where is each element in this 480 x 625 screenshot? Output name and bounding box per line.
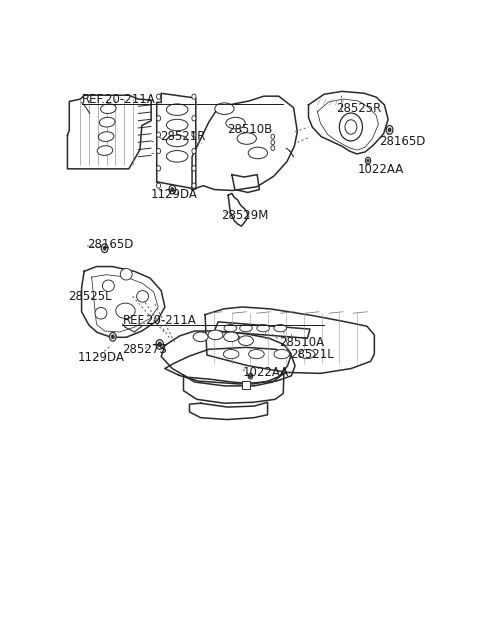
Circle shape <box>388 128 391 132</box>
Circle shape <box>271 146 275 151</box>
Circle shape <box>111 335 114 339</box>
Text: 28529M: 28529M <box>221 209 269 222</box>
Ellipse shape <box>208 330 223 340</box>
Circle shape <box>156 340 163 349</box>
Text: 28521R: 28521R <box>160 129 205 142</box>
Circle shape <box>169 185 176 194</box>
Circle shape <box>386 126 393 134</box>
Ellipse shape <box>167 119 188 131</box>
Ellipse shape <box>257 324 269 332</box>
Circle shape <box>192 148 196 154</box>
Ellipse shape <box>224 332 239 342</box>
Polygon shape <box>192 96 297 191</box>
Circle shape <box>156 94 161 99</box>
Circle shape <box>156 132 161 138</box>
Circle shape <box>365 158 371 164</box>
Text: REF.20-211A: REF.20-211A <box>82 92 156 106</box>
Ellipse shape <box>167 151 188 162</box>
Circle shape <box>109 332 116 341</box>
Polygon shape <box>190 402 267 419</box>
Ellipse shape <box>99 118 115 127</box>
Circle shape <box>101 244 108 252</box>
Ellipse shape <box>95 308 107 319</box>
Text: 28510B: 28510B <box>227 123 272 136</box>
Circle shape <box>192 166 196 171</box>
Ellipse shape <box>167 104 188 116</box>
Polygon shape <box>205 307 374 373</box>
Text: REF.20-211A: REF.20-211A <box>122 314 196 327</box>
Polygon shape <box>161 331 291 384</box>
Polygon shape <box>228 193 248 226</box>
Ellipse shape <box>249 349 264 359</box>
Text: 1129DA: 1129DA <box>78 351 125 364</box>
Polygon shape <box>183 373 284 403</box>
Ellipse shape <box>339 113 362 141</box>
Ellipse shape <box>299 349 315 359</box>
Circle shape <box>271 134 275 139</box>
Text: 28525R: 28525R <box>336 102 381 115</box>
Ellipse shape <box>137 291 148 302</box>
Ellipse shape <box>226 118 245 129</box>
Text: 28165D: 28165D <box>87 238 133 251</box>
Ellipse shape <box>193 332 208 342</box>
Circle shape <box>156 148 161 154</box>
Text: 1022AA: 1022AA <box>358 163 404 176</box>
Ellipse shape <box>116 303 135 319</box>
Ellipse shape <box>102 280 114 291</box>
Bar <box>242 381 250 389</box>
Ellipse shape <box>100 104 116 114</box>
Ellipse shape <box>97 146 113 156</box>
Polygon shape <box>215 322 310 338</box>
Polygon shape <box>309 91 388 154</box>
Circle shape <box>156 166 161 171</box>
Ellipse shape <box>120 269 132 280</box>
Text: 28525L: 28525L <box>68 290 112 303</box>
Text: 28510A: 28510A <box>279 336 324 349</box>
Text: 28165D: 28165D <box>379 135 426 148</box>
Polygon shape <box>82 266 165 338</box>
Polygon shape <box>156 93 196 189</box>
Ellipse shape <box>239 336 253 346</box>
Circle shape <box>271 140 275 145</box>
Circle shape <box>192 116 196 121</box>
Text: 28527S: 28527S <box>122 342 167 356</box>
Ellipse shape <box>223 349 239 359</box>
Ellipse shape <box>274 349 289 359</box>
Circle shape <box>192 132 196 138</box>
Circle shape <box>249 375 252 378</box>
Ellipse shape <box>215 103 234 114</box>
Ellipse shape <box>240 324 252 332</box>
Circle shape <box>156 116 161 121</box>
Circle shape <box>156 183 161 188</box>
Ellipse shape <box>345 120 357 134</box>
Polygon shape <box>165 348 295 384</box>
Circle shape <box>367 159 369 162</box>
Ellipse shape <box>237 132 256 144</box>
Text: 1022AA: 1022AA <box>242 366 288 379</box>
Polygon shape <box>232 174 259 192</box>
Circle shape <box>103 246 106 250</box>
Text: 1129DA: 1129DA <box>151 188 198 201</box>
Circle shape <box>192 94 196 99</box>
Ellipse shape <box>98 132 114 141</box>
Circle shape <box>158 342 162 347</box>
Polygon shape <box>67 95 151 169</box>
Text: 28521L: 28521L <box>290 348 334 361</box>
Circle shape <box>192 183 196 188</box>
Ellipse shape <box>167 135 188 147</box>
Ellipse shape <box>248 147 267 159</box>
Circle shape <box>171 188 174 191</box>
Circle shape <box>248 373 252 379</box>
Ellipse shape <box>224 324 237 332</box>
Ellipse shape <box>274 324 287 332</box>
